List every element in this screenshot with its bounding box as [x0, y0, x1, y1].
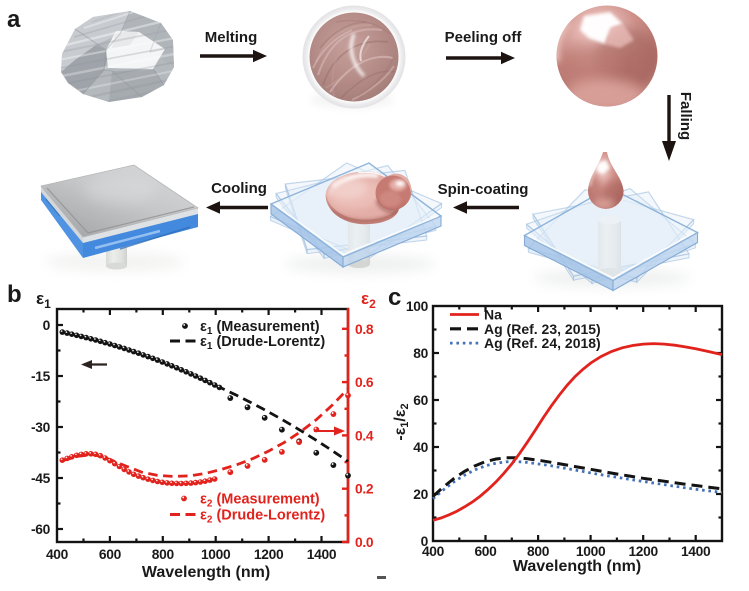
svg-text:1400: 1400 [307, 547, 337, 562]
svg-text:Ag (Ref. 24, 2018): Ag (Ref. 24, 2018) [484, 335, 601, 351]
svg-text:Wavelength (nm): Wavelength (nm) [142, 564, 270, 581]
svg-text:1000: 1000 [576, 544, 606, 559]
svg-text:a: a [7, 6, 21, 33]
svg-text:0: 0 [43, 318, 51, 333]
svg-text:-ε1/ε2: -ε1/ε2 [392, 403, 411, 440]
svg-text:0.0: 0.0 [355, 535, 374, 550]
svg-text:0.8: 0.8 [355, 322, 374, 337]
svg-text:Cooling: Cooling [211, 180, 267, 197]
svg-text:Melting: Melting [205, 29, 258, 46]
svg-text:800: 800 [527, 544, 550, 559]
svg-text:1000: 1000 [201, 547, 231, 562]
svg-text:0.4: 0.4 [355, 428, 374, 443]
svg-text:400: 400 [422, 544, 445, 559]
svg-text:400: 400 [46, 547, 69, 562]
svg-text:ε1 (Drude-Lorentz): ε1 (Drude-Lorentz) [200, 334, 325, 352]
svg-text:Na: Na [484, 307, 502, 323]
svg-text:60: 60 [413, 393, 428, 408]
svg-text:b: b [7, 281, 22, 308]
svg-text:Falling: Falling [677, 92, 694, 140]
svg-text:80: 80 [413, 346, 428, 361]
svg-text:Ag (Ref. 23, 2015): Ag (Ref. 23, 2015) [484, 321, 601, 337]
svg-text:600: 600 [474, 544, 497, 559]
svg-text:ε1 (Measurement): ε1 (Measurement) [200, 319, 320, 337]
svg-text:1200: 1200 [254, 547, 284, 562]
svg-text:0: 0 [421, 534, 429, 549]
svg-text:-15: -15 [31, 369, 51, 384]
svg-text:-60: -60 [31, 522, 51, 537]
svg-text:ε2 (Drude-Lorentz): ε2 (Drude-Lorentz) [200, 508, 325, 526]
svg-text:20: 20 [413, 487, 428, 502]
svg-text:1200: 1200 [628, 544, 658, 559]
svg-text:-45: -45 [31, 471, 51, 486]
svg-text:c: c [388, 284, 401, 311]
svg-text:40: 40 [413, 440, 428, 455]
svg-text:600: 600 [99, 547, 122, 562]
svg-text:Wavelength (nm): Wavelength (nm) [513, 558, 641, 575]
svg-text:Peeling off: Peeling off [445, 29, 523, 46]
svg-text:ε2 (Measurement): ε2 (Measurement) [200, 492, 320, 510]
svg-text:1400: 1400 [681, 544, 711, 559]
svg-text:Spin-coating: Spin-coating [438, 181, 529, 198]
svg-text:-30: -30 [31, 420, 51, 435]
svg-text:100: 100 [406, 299, 429, 314]
svg-text:800: 800 [152, 547, 175, 562]
svg-text:0.6: 0.6 [355, 375, 374, 390]
svg-text:0.2: 0.2 [355, 482, 374, 497]
